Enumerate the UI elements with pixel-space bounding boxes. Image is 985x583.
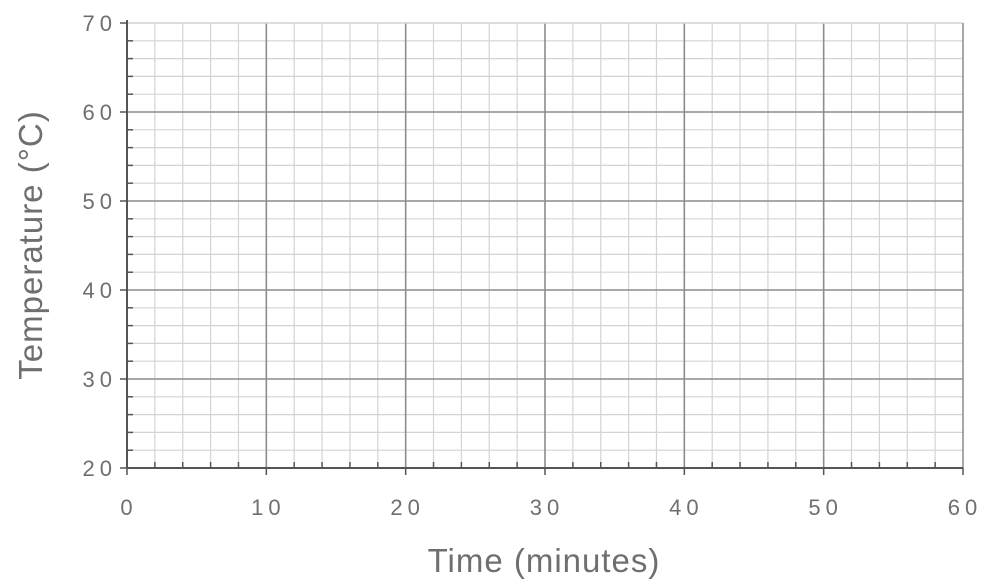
y-axis-title: Temperature (°C) — [12, 110, 49, 379]
x-tick-label: 20 — [390, 495, 424, 520]
x-tick-label: 30 — [530, 495, 564, 520]
y-tick-label: 40 — [83, 278, 117, 303]
x-tick-label: 10 — [251, 495, 285, 520]
y-tick-label: 60 — [83, 100, 117, 125]
y-tick-label: 20 — [83, 456, 117, 481]
x-tick-label: 40 — [669, 495, 703, 520]
tick-marks — [120, 22, 964, 475]
x-tick-label: 50 — [808, 495, 842, 520]
x-tick-labels: 0 10 20 30 40 50 60 — [120, 495, 982, 520]
y-tick-label: 50 — [83, 189, 117, 214]
y-tick-label: 30 — [83, 367, 117, 392]
major-gridlines — [127, 23, 963, 468]
x-tick-label: 60 — [948, 495, 982, 520]
y-tick-labels: 20 30 40 50 60 70 — [83, 11, 117, 481]
x-axis-title: Time (minutes) — [428, 542, 661, 579]
y-tick-label: 70 — [83, 11, 117, 36]
x-tick-label: 0 — [120, 495, 137, 520]
